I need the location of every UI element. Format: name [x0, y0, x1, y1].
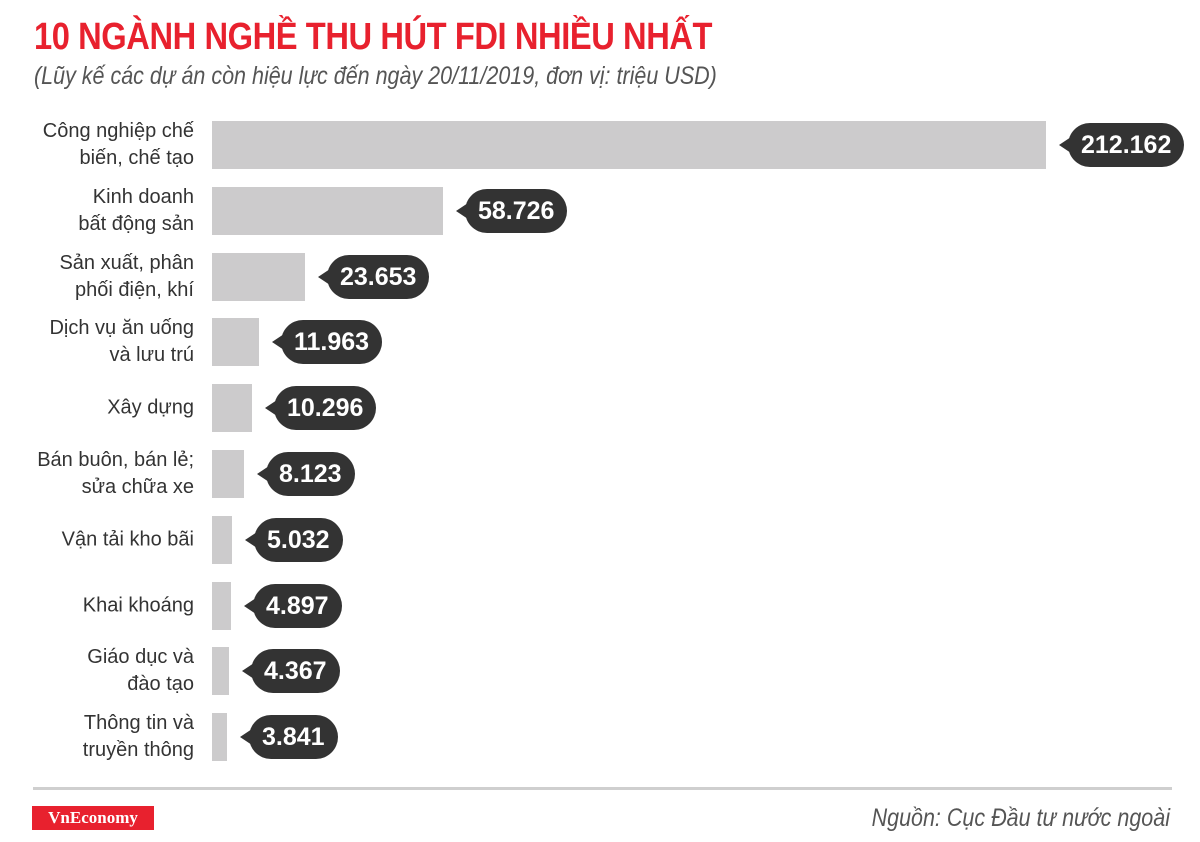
- bar: [212, 318, 259, 367]
- value-label: 212.162: [1058, 123, 1185, 167]
- category-label: Thông tin và truyền thông: [82, 712, 194, 762]
- bar: [212, 186, 443, 235]
- bar-row: Giáo dục và đào tạo 4.367: [0, 646, 1200, 696]
- value-label: 5.032: [245, 517, 343, 562]
- bar-row: Dịch vụ ăn uống và lưu trú 11.963: [0, 317, 1200, 367]
- bar-row: Kinh doanh bất động sản 58.726: [0, 185, 1200, 235]
- chart-title: 10 NGÀNH NGHỀ THU HÚT FDI NHIỀU NHẤT: [34, 16, 713, 58]
- bar-row: Công nghiệp chế biến, chế tạo 212.162: [0, 120, 1200, 169]
- bar-row: Khai khoáng 4.897: [0, 581, 1200, 630]
- source-note: Nguồn: Cục Đầu tư nước ngoài: [871, 804, 1170, 832]
- bar: [212, 713, 227, 762]
- category-label: Công nghiệp chế biến, chế tạo: [42, 120, 194, 169]
- bar-row: Bán buôn, bán lẻ; sửa chữa xe 8.123: [0, 449, 1200, 498]
- bar: [212, 121, 1046, 169]
- value-label: 10.296: [264, 386, 377, 431]
- category-label: Khai khoáng: [82, 594, 194, 617]
- bar-row: Sản xuất, phân phối điện, khí 23.653: [0, 251, 1200, 301]
- bar: [212, 252, 305, 301]
- chart-subtitle: (Lũy kế các dự án còn hiệu lực đến ngày …: [34, 62, 717, 90]
- category-label: Vận tải kho bãi: [61, 528, 194, 551]
- bar: [212, 384, 252, 433]
- bar: [212, 450, 244, 498]
- category-label: Giáo dục và đào tạo: [87, 646, 194, 696]
- value-label: 8.123: [257, 452, 355, 496]
- value-label: 4.367: [242, 649, 340, 694]
- category-label: Dịch vụ ăn uống và lưu trú: [49, 317, 194, 367]
- bar: [212, 515, 232, 564]
- value-label: 58.726: [455, 188, 568, 233]
- category-label: Bán buôn, bán lẻ; sửa chữa xe: [37, 449, 194, 498]
- value-label: 3.841: [240, 715, 338, 760]
- footer-divider: [33, 787, 1172, 790]
- category-label: Kinh doanh bất động sản: [78, 185, 194, 235]
- bar-row: Thông tin và truyền thông 3.841: [0, 712, 1200, 762]
- bar: [212, 647, 229, 696]
- category-label: Xây dựng: [107, 396, 194, 419]
- value-label: 4.897: [244, 583, 342, 628]
- bar-row: Vận tải kho bãi 5.032: [0, 515, 1200, 564]
- value-label: 23.653: [317, 254, 430, 299]
- bar-chart: Công nghiệp chế biến, chế tạo 212.162 Kinh…: [0, 120, 1200, 762]
- bar: [212, 581, 231, 630]
- bar-row: Xây dựng 10.296: [0, 384, 1200, 433]
- vneconomy-logo: VnEconomy: [32, 806, 154, 830]
- value-label: 11.963: [271, 320, 383, 365]
- category-label: Sản xuất, phân phối điện, khí: [59, 251, 194, 301]
